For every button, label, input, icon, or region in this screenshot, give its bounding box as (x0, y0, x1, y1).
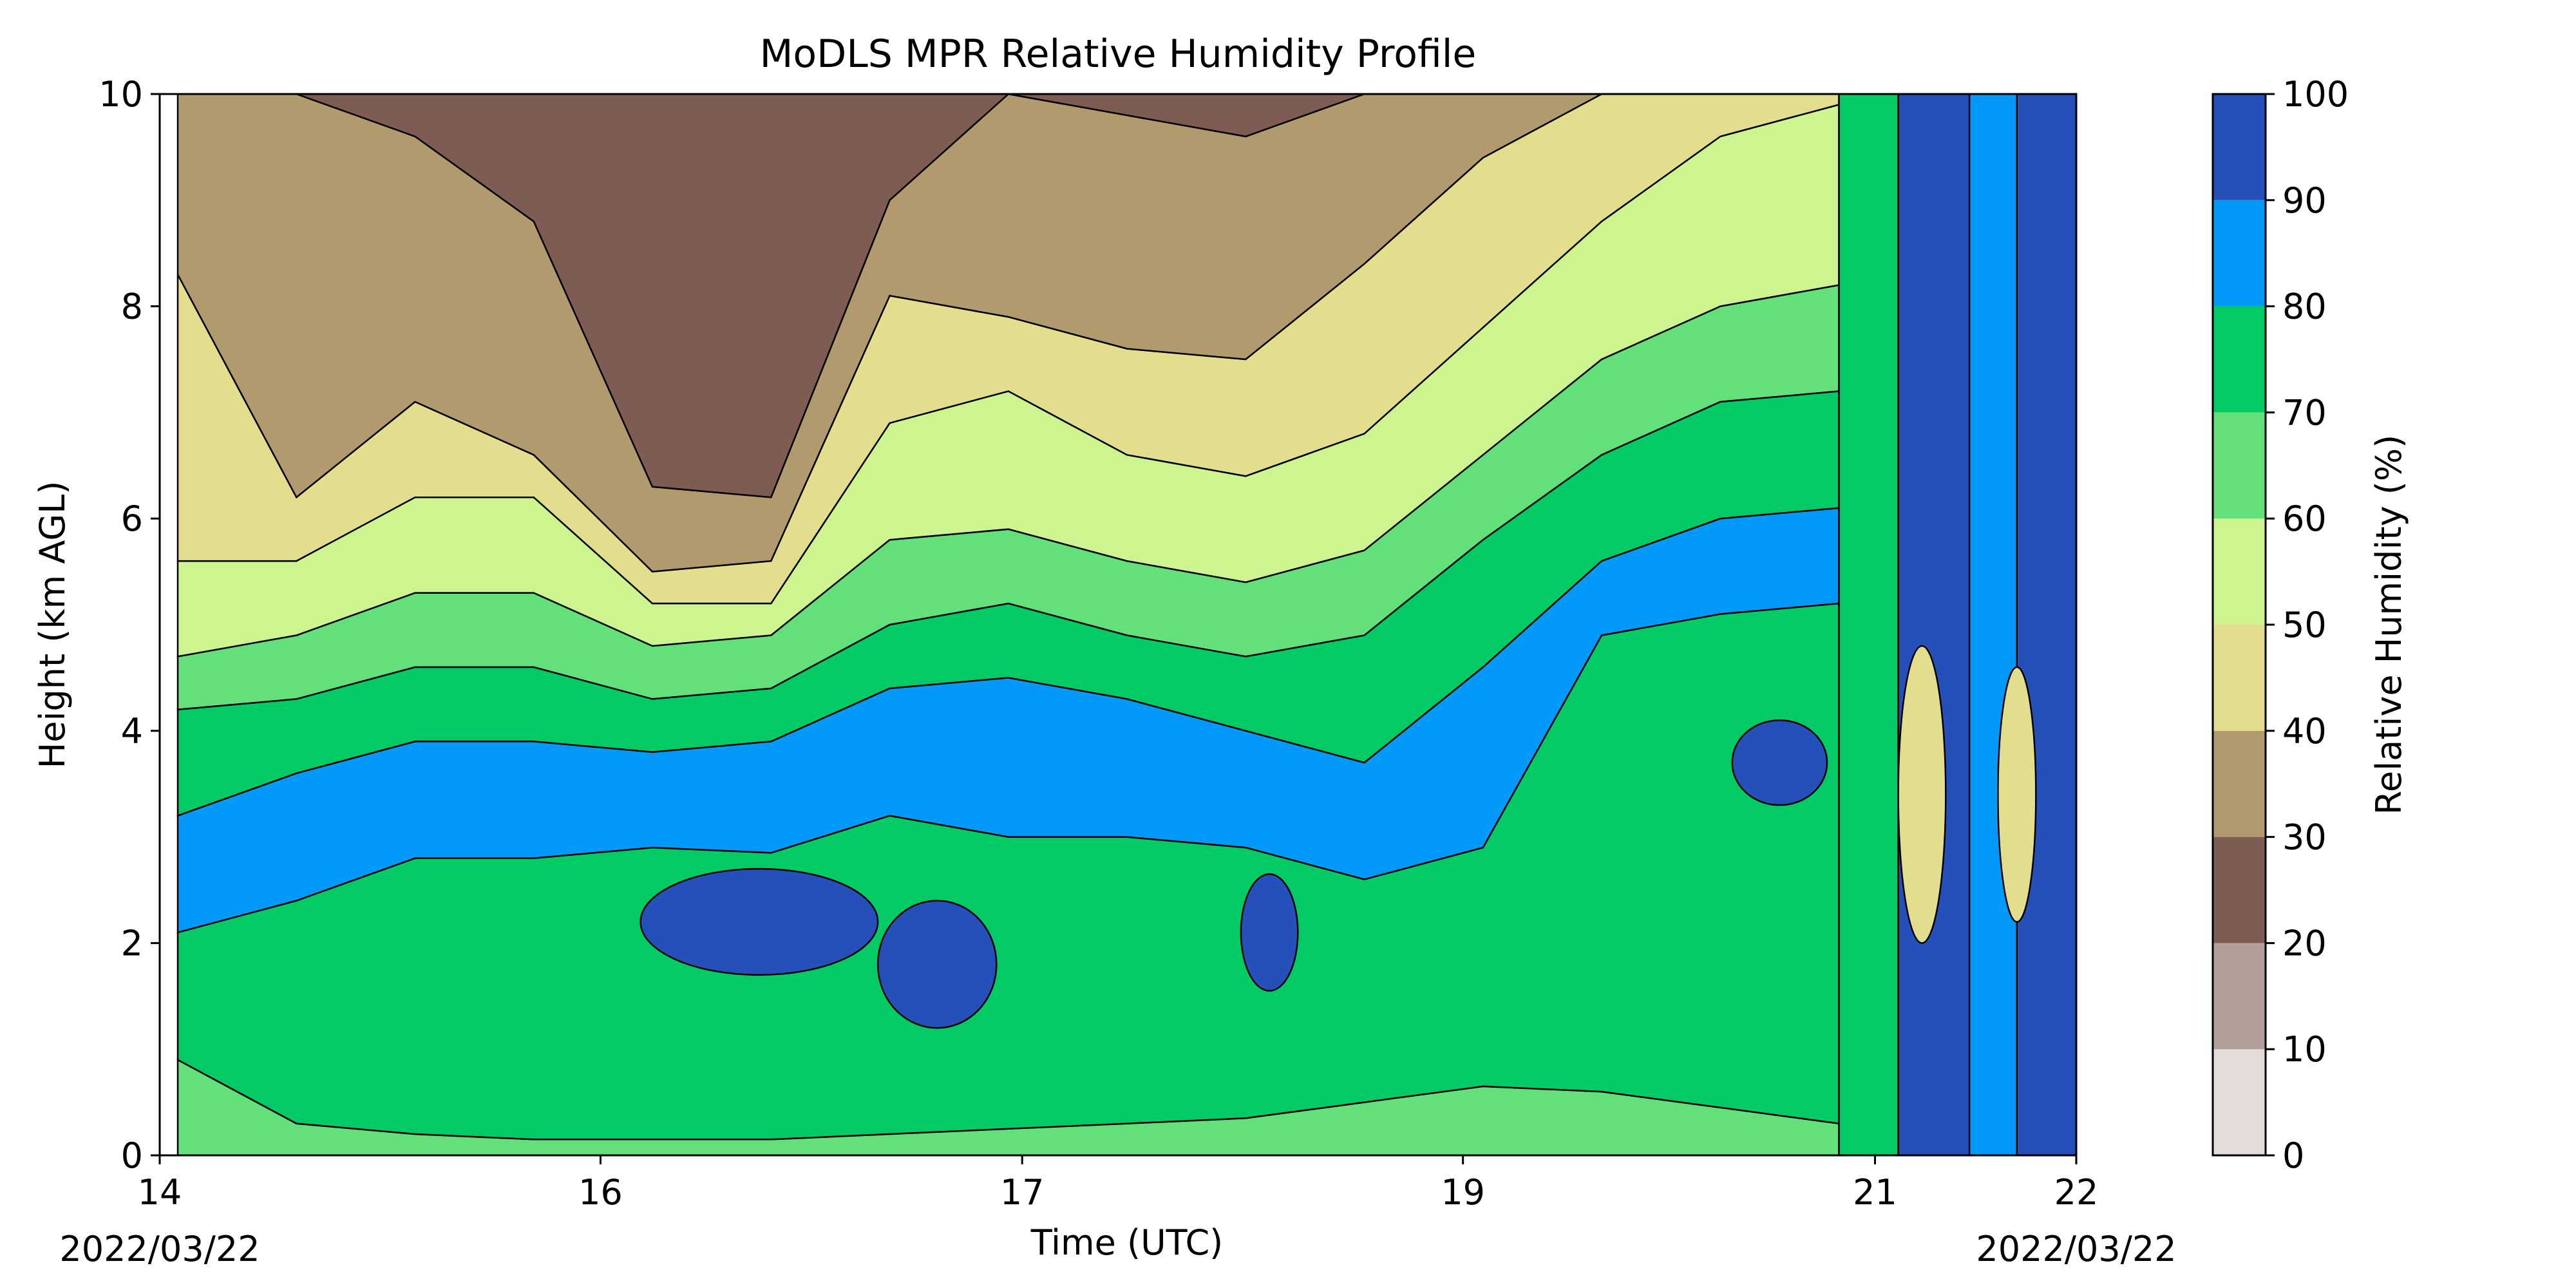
y-tick-label: 8 (121, 287, 143, 327)
storm-column-1 (1897, 94, 1971, 1155)
colorbar-tick-label: 70 (2282, 392, 2327, 433)
contour-features (639, 94, 2076, 1155)
storm-column-2 (1968, 94, 2018, 1155)
colorbar-swatch (2213, 94, 2266, 200)
x-end-date-label: 2022/03/22 (1976, 1229, 2176, 1269)
colorbar-swatch (2213, 625, 2266, 731)
x-tick-label: 21 (1853, 1172, 1897, 1213)
y-tick-label: 4 (121, 711, 143, 752)
x-axis: 14 16 17 19 21 22 (138, 1155, 2099, 1213)
colorbar-tick-label: 20 (2282, 923, 2327, 963)
y-axis-label: Height (km AGL) (32, 481, 73, 769)
colorbar-tick-label: 0 (2282, 1135, 2304, 1176)
colorbar-tick-label: 60 (2282, 498, 2327, 539)
storm-column-3 (2016, 94, 2076, 1155)
y-tick-label: 0 (121, 1135, 143, 1176)
contour-core-3 (876, 900, 998, 1029)
colorbar-tick-label: 50 (2282, 605, 2327, 645)
colorbar: 0 10 20 30 40 50 60 70 80 90 100 (2211, 74, 2349, 1176)
x-tick-label: 22 (2054, 1172, 2099, 1213)
x-tick-label: 14 (138, 1172, 182, 1213)
y-tick-label: 2 (121, 923, 143, 963)
colorbar-label: Relative Humidity (%) (2369, 435, 2409, 815)
storm-column-0 (1838, 94, 1899, 1155)
chart-title: MoDLS MPR Relative Humidity Profile (760, 32, 1477, 77)
x-tick-label: 16 (578, 1172, 623, 1213)
contour-core-4 (1240, 873, 1299, 992)
contour-core-5 (1731, 719, 1828, 806)
x-start-date-label: 2022/03/22 (59, 1229, 260, 1269)
colorbar-swatch (2213, 306, 2266, 413)
colorbar-tick-label: 40 (2282, 711, 2327, 752)
colorbar-tick-label: 100 (2282, 74, 2349, 115)
plot-area (160, 94, 2076, 1155)
x-tick-label: 19 (1441, 1172, 1485, 1213)
colorbar-tick-label: 90 (2282, 180, 2327, 221)
colorbar-swatch (2213, 1049, 2266, 1155)
y-tick-label: 6 (121, 498, 143, 539)
contour-core-0 (1897, 645, 1947, 944)
x-tick-label: 17 (1000, 1172, 1045, 1213)
colorbar-swatch (2213, 837, 2266, 943)
y-axis: 0 2 4 6 8 10 (99, 74, 160, 1176)
y-tick-label: 10 (99, 74, 143, 115)
colorbar-tick-label: 10 (2282, 1029, 2327, 1070)
colorbar-tick-label: 80 (2282, 287, 2327, 327)
colorbar-tick-label: 30 (2282, 817, 2327, 858)
x-axis-label: Time (UTC) (1030, 1222, 1224, 1263)
colorbar-swatch (2213, 518, 2266, 625)
plot-frame (158, 93, 2078, 1157)
contour-bands (176, 94, 2076, 1155)
colorbar-swatch (2213, 412, 2266, 519)
colorbar-swatch (2213, 200, 2266, 307)
contour-core-1 (1997, 666, 2037, 923)
contour-band-8 (178, 94, 1839, 498)
contour-core-2 (639, 867, 879, 976)
colorbar-swatch (2213, 943, 2266, 1050)
colorbar-swatch (2213, 730, 2266, 837)
